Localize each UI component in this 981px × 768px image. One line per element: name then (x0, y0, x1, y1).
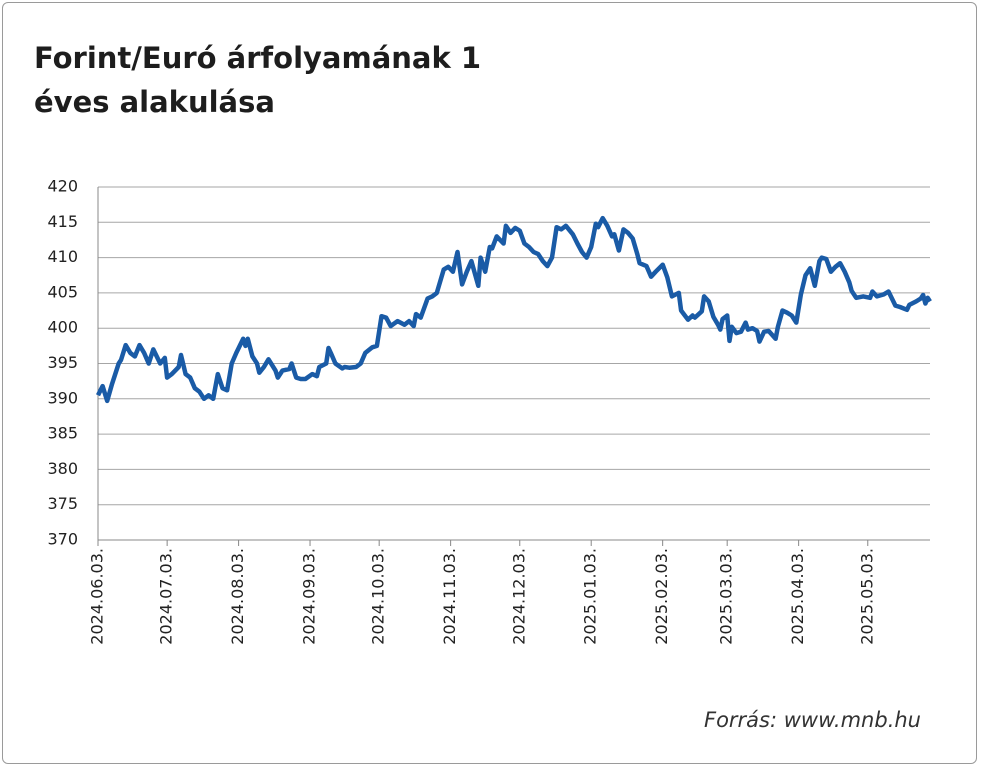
source-note: Forrás: www.mnb.hu (703, 708, 921, 732)
x-tick-label: 2024.09.03. (300, 548, 319, 645)
x-tick-label: 2025.01.03. (581, 548, 600, 645)
y-tick-label: 380 (47, 459, 78, 478)
x-tick-label: 2025.04.03. (788, 548, 807, 645)
y-tick-label: 400 (47, 318, 78, 337)
x-tick-label: 2024.12.03. (509, 548, 528, 645)
y-tick-label: 375 (47, 494, 78, 513)
data-line (95, 215, 932, 404)
x-tick-label: 2024.06.03. (88, 548, 107, 645)
y-tick-label: 385 (47, 424, 78, 443)
y-tick-label: 415 (47, 212, 78, 231)
y-tick-label: 395 (47, 353, 78, 372)
y-tick-label: 370 (47, 530, 78, 549)
chart-title: Forint/Euró árfolyamának 1 éves alakulás… (34, 41, 482, 119)
x-tick-label: 2025.03.03. (717, 548, 736, 645)
y-tick-label: 410 (47, 247, 78, 266)
x-tick-label: 2024.11.03. (440, 548, 459, 645)
x-tick-label: 2024.10.03. (369, 548, 388, 645)
y-tick-label: 390 (47, 388, 78, 407)
x-tick-label: 2025.05.03. (857, 548, 876, 645)
y-tick-label: 420 (47, 177, 78, 196)
y-tick-label: 405 (47, 282, 78, 301)
x-tick-label: 2025.02.03. (652, 548, 671, 645)
x-tick-label: 2024.08.03. (228, 548, 247, 645)
x-tick-label: 2024.07.03. (157, 548, 176, 645)
